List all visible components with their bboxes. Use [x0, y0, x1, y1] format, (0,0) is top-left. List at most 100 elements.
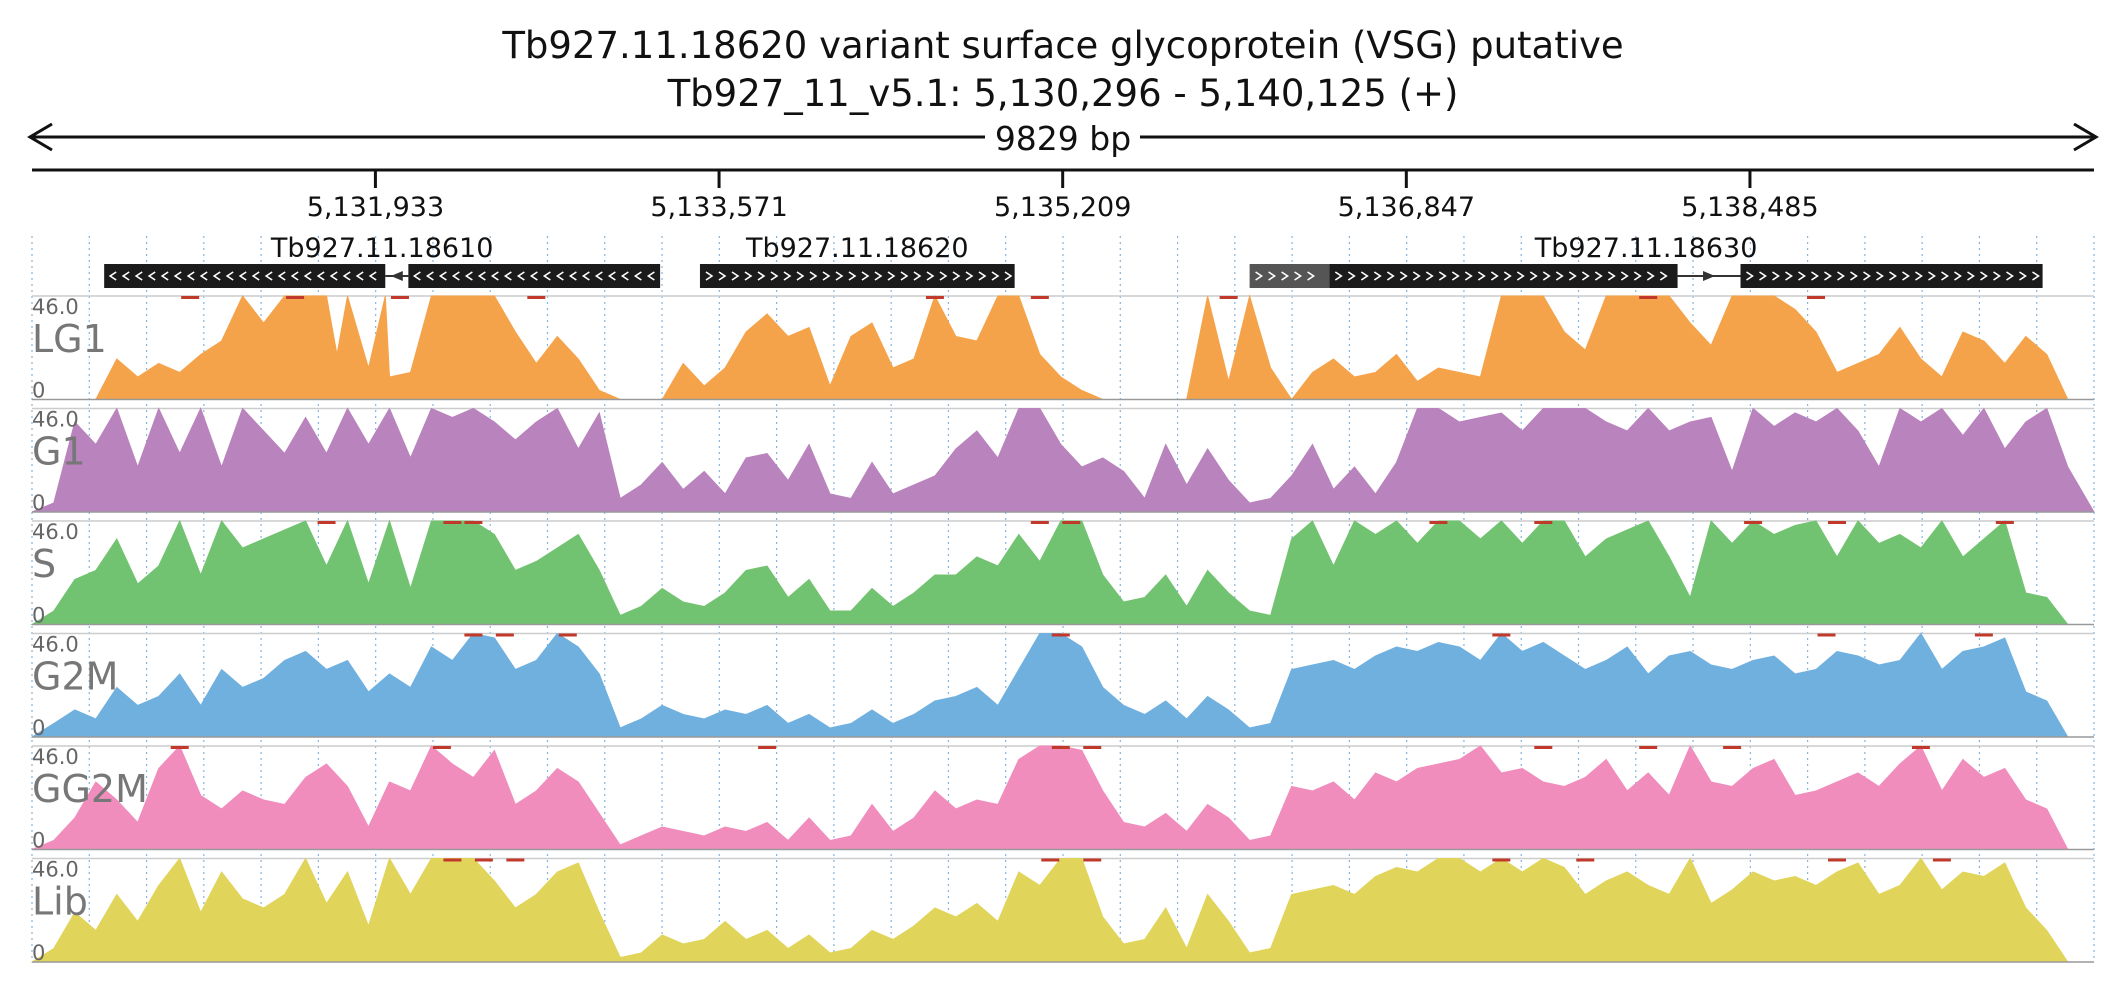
gene-strand-chevron — [1490, 271, 1499, 281]
gene-strand-chevron — [1347, 271, 1356, 281]
coverage-area — [31, 744, 2094, 850]
clipped-marker — [181, 296, 200, 299]
gene-strand-chevron — [316, 271, 325, 281]
y-max-label: 46.0 — [32, 520, 79, 544]
ruler-ticks: 5,131,933 5,133,571 5,135,209 5,136,847 5,13… — [307, 170, 1819, 223]
track-name-label: G2M — [32, 655, 118, 699]
ruler-tick-label: 5,133,571 — [650, 192, 787, 223]
gene-strand-chevron — [835, 271, 844, 281]
gene-strand-chevron — [952, 271, 961, 281]
gene-strand-chevron — [848, 271, 857, 281]
gene-strand-chevron — [991, 271, 1000, 281]
clipped-marker — [1051, 746, 1070, 749]
gene-strand-chevron — [731, 271, 740, 281]
gene-strand-chevron — [1967, 271, 1975, 281]
gene-strand-chevron — [225, 271, 234, 281]
clipped-marker — [1030, 521, 1049, 524]
gene-label: Tb927.11.18610 — [270, 233, 494, 264]
gene-strand-chevron — [607, 271, 616, 281]
gene-strand-chevron — [633, 271, 642, 281]
gene-track: Tb927.11.18610 Tb927.11.18620 Tb927.11.186… — [104, 233, 2043, 288]
gene-label: Tb927.11.18630 — [1534, 233, 1758, 264]
gene-strand-chevron — [277, 271, 286, 281]
gene-strand-chevron — [783, 271, 792, 281]
gene-strand-chevron — [744, 271, 753, 281]
gene-strand-chevron — [1811, 271, 1819, 281]
coverage-track-lg1: 46.0 0 LG1 — [32, 294, 2094, 403]
gene-label: Tb927.11.18620 — [745, 233, 969, 264]
clipped-marker — [1051, 633, 1070, 637]
gene-strand-chevron — [568, 271, 577, 281]
clipped-marker — [170, 746, 189, 749]
gene-strand-chevron — [1399, 271, 1408, 281]
coverage-track-g1: 46.0 0 G1 — [31, 407, 2095, 515]
span-arrow-right-head — [2073, 122, 2099, 152]
gene-strand-chevron — [900, 271, 909, 281]
gene-strand-chevron — [1594, 271, 1603, 281]
gene-strand-chevron — [1876, 271, 1884, 281]
clipped-marker — [1639, 746, 1658, 749]
gene-strand-chevron — [770, 271, 779, 281]
title-line1: Tb927.11.18620 variant surface glycoprot… — [501, 24, 1623, 67]
y-max-label: 46.0 — [32, 408, 79, 432]
gene-strand-chevron — [1954, 271, 1962, 281]
clipped-marker — [1807, 296, 1826, 299]
coverage-area — [30, 857, 2094, 963]
span-arrow: 9829 bp — [27, 119, 2099, 158]
gene-strand-chevron — [1386, 271, 1395, 281]
gene-strand-chevron — [926, 271, 935, 281]
gene-strand-chevron — [757, 271, 766, 281]
clipped-marker — [1828, 858, 1847, 862]
coverage-area — [32, 294, 2094, 401]
gene-strand-chevron — [1863, 271, 1871, 281]
y-zero-label: 0 — [32, 716, 45, 740]
ruler-tick-label: 5,136,847 — [1338, 192, 1475, 223]
clipped-marker — [443, 858, 462, 862]
gene-strand-chevron — [2019, 271, 2027, 281]
gene-strand-chevron — [1889, 271, 1897, 281]
gene-strand-chevron — [160, 271, 169, 281]
gene-strand-chevron — [173, 271, 182, 281]
gene-strand-chevron — [1438, 271, 1447, 281]
span-arrow-left-head — [27, 122, 53, 152]
gene-strand-chevron — [1785, 271, 1793, 281]
gene-strand-chevron — [1659, 271, 1668, 281]
y-zero-label: 0 — [32, 604, 45, 628]
coverage-area — [30, 632, 2094, 738]
gene-strand-chevron — [490, 271, 499, 281]
clipped-marker — [1534, 746, 1553, 749]
gene-strand-chevron — [555, 271, 564, 281]
gene-strand-chevron — [199, 271, 208, 281]
gene-strand-chevron — [264, 271, 273, 281]
gene-strand-chevron — [1412, 271, 1421, 281]
gene-strand-chevron — [1451, 271, 1460, 281]
gene-strand-chevron — [874, 271, 883, 281]
gene-strand-chevron — [1464, 271, 1473, 281]
clipped-marker — [1639, 296, 1658, 299]
gene-strand-chevron — [1334, 271, 1343, 281]
gene-strand-chevron — [1516, 271, 1525, 281]
y-zero-label: 0 — [32, 491, 45, 515]
gene-strand-chevron — [342, 271, 351, 281]
clipped-marker — [443, 521, 462, 524]
gene-strand-chevron — [939, 271, 948, 281]
track-name-label: G1 — [32, 430, 86, 474]
gene-strand-chevron — [1503, 271, 1512, 281]
ruler-tick-label: 5,131,933 — [307, 192, 444, 223]
gene-strand-chevron — [1993, 271, 2001, 281]
ruler-tick-label: 5,138,485 — [1681, 192, 1818, 223]
clipped-marker — [506, 858, 525, 862]
gene-exon — [699, 264, 1015, 288]
gene-strand-chevron — [2006, 271, 2014, 281]
span-length-label: 9829 bp — [995, 119, 1131, 158]
clipped-marker — [464, 521, 483, 524]
clipped-marker — [1030, 296, 1049, 299]
gene-strand-chevron — [1837, 271, 1845, 281]
clipped-marker — [527, 296, 546, 299]
clipped-marker — [1995, 521, 2014, 524]
gene-strand-chevron — [477, 271, 486, 281]
gene-strand-chevron — [1294, 271, 1303, 281]
gene-strand-chevron — [1928, 271, 1936, 281]
gene-strand-chevron — [1360, 271, 1369, 281]
